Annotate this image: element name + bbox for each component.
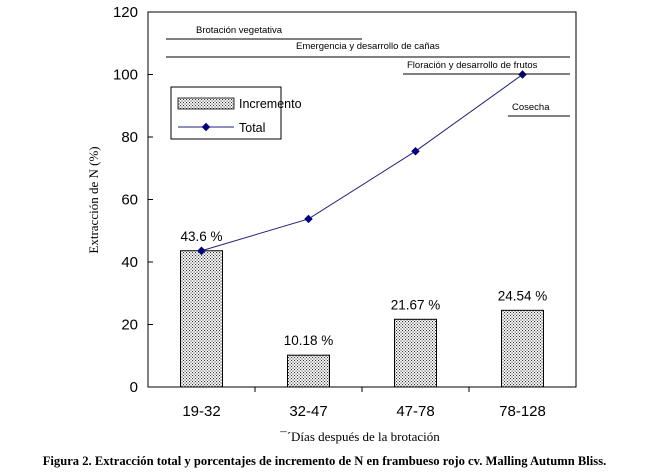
y-tick-label: 80 (121, 129, 138, 146)
bar (394, 318, 437, 388)
y-tick-label: 60 (121, 192, 138, 209)
x-tick-label: 47-78 (396, 403, 434, 420)
legend-box (170, 86, 282, 140)
figure-caption: Figura 2. Extracción total y porcentajes… (42, 454, 607, 468)
legend-line-marker (201, 122, 211, 132)
phase-label: Emergencia y desarrollo de cañas (296, 41, 440, 52)
data-label: 24.54 % (498, 288, 548, 303)
data-label: 10.18 % (284, 333, 334, 348)
data-label: 21.67 % (391, 297, 441, 312)
x-tick-label: 78-128 (499, 403, 546, 420)
bar (501, 309, 544, 388)
x-tick-label: 32-47 (289, 403, 327, 420)
y-tick-label: 120 (113, 4, 138, 21)
phase-label: Cosecha (512, 102, 550, 113)
line-point-marker (518, 70, 527, 79)
line-point-marker (197, 246, 206, 255)
legend-line-label: Total (239, 121, 265, 135)
y-axis: 0 20 40 60 80 100 120 (113, 4, 153, 396)
legend-bar-label: Incremento (239, 97, 302, 111)
bar (287, 354, 330, 388)
x-axis-title: ¯´Días después de la brotación (279, 429, 440, 444)
x-tick-label: 19-32 (182, 403, 220, 420)
phase-label: Floración y desarrollo de frutos (407, 60, 538, 71)
total-line-series (197, 70, 527, 255)
total-line (201, 74, 523, 252)
line-point-marker (304, 214, 313, 224)
data-label: 43.6 % (180, 229, 222, 244)
y-tick-label: 40 (121, 254, 138, 271)
x-axis: 19-32 32-47 47-78 78-128 (182, 387, 546, 420)
y-tick-label: 0 (130, 379, 138, 396)
legend-bar-swatch (177, 97, 235, 110)
data-labels: 43.6 % 10.18 % 21.67 % 24.54 % (180, 229, 547, 348)
bar (180, 250, 223, 388)
phase-label: Brotación vegetativa (196, 25, 283, 36)
phase-annotations: Brotación vegetativa Emergencia y desarro… (166, 25, 570, 117)
bar-series (180, 250, 544, 388)
y-tick-label: 20 (121, 317, 138, 334)
y-axis-title: Extracción de N (%) (86, 146, 101, 253)
nitrogen-extraction-chart: 0 20 40 60 80 100 120 43.6 % 10.18 % 21.67 % 24.5… (86, 4, 577, 444)
line-point-marker (411, 146, 420, 156)
y-tick-label: 100 (113, 67, 138, 84)
legend: Incremento Total (170, 86, 302, 140)
